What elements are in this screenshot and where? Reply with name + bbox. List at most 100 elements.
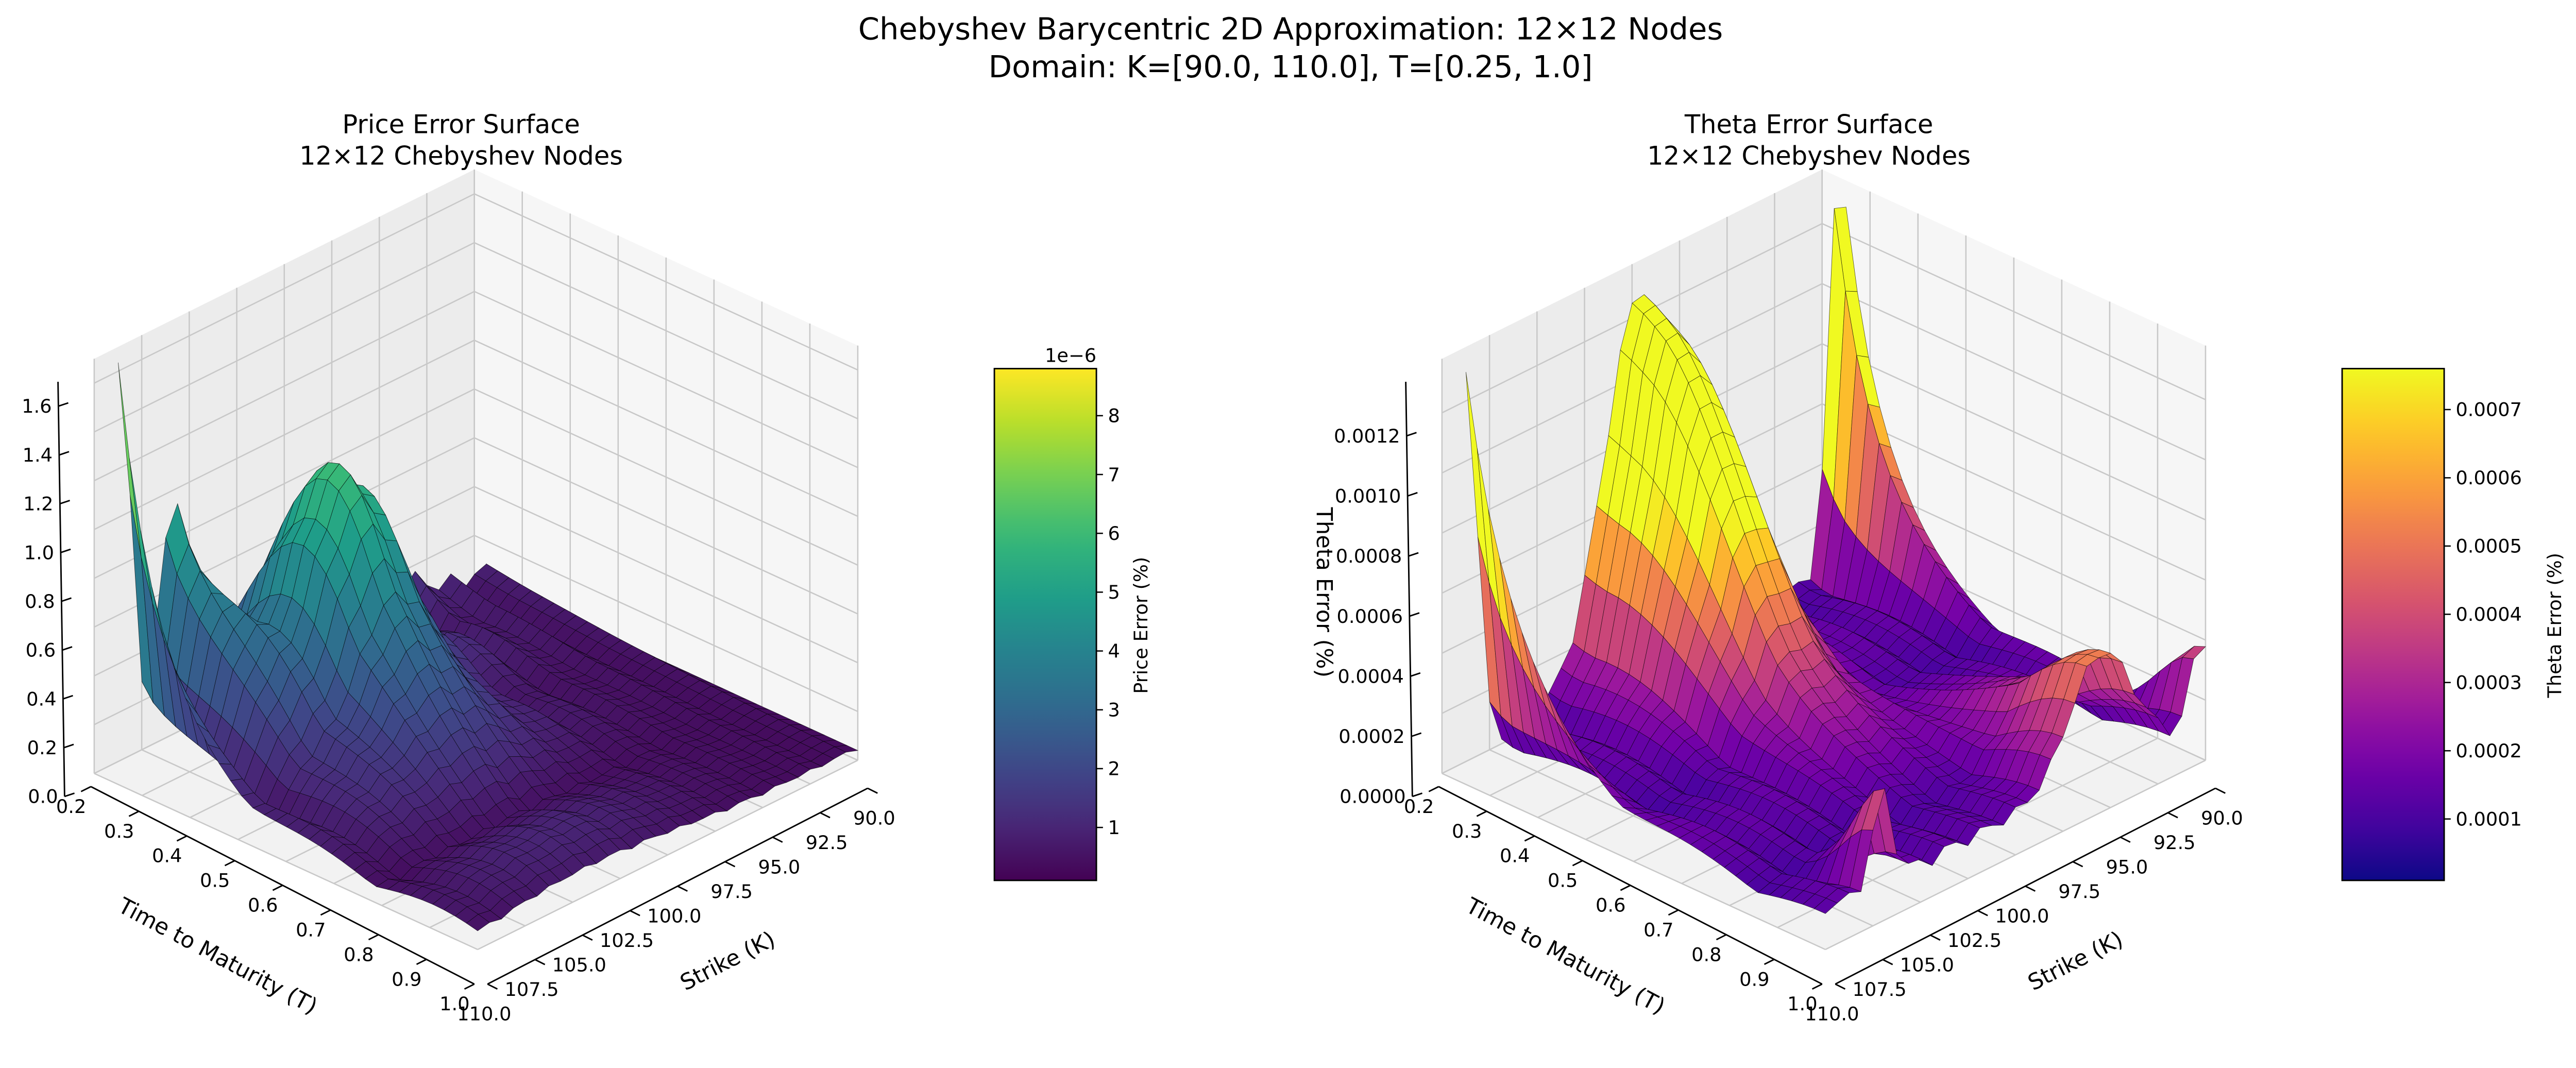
y-tick-label: 105.0 bbox=[1900, 954, 1954, 976]
x-tick-mark bbox=[176, 835, 188, 842]
z-tick-mark bbox=[1411, 732, 1422, 737]
z-tick-mark bbox=[1407, 491, 1418, 497]
x-tick-label: 0.9 bbox=[392, 968, 421, 990]
colorbar bbox=[2341, 368, 2445, 881]
grid-line bbox=[474, 291, 858, 468]
x-tick-label: 0.6 bbox=[1596, 894, 1625, 917]
y-tick-mark bbox=[1930, 934, 1941, 941]
grid-line bbox=[474, 437, 858, 615]
y-tick-mark bbox=[867, 787, 878, 794]
colorbar bbox=[993, 368, 1097, 881]
price-error-subplot: Price Error Surface 12×12 Chebyshev Node… bbox=[22, 110, 1152, 1025]
theta-error-subplot: Theta Error Surface 12×12 Chebyshev Node… bbox=[1311, 110, 2566, 1025]
x-tick-mark bbox=[368, 934, 379, 941]
z-tick-mark bbox=[1409, 612, 1420, 617]
x-tick-mark bbox=[464, 983, 475, 990]
colorbar-label: Theta Error (%) bbox=[2544, 553, 2566, 699]
z-tick-label: 0.0012 bbox=[1334, 425, 1400, 447]
colorbar-tick-label: 5 bbox=[1108, 581, 1120, 603]
grid-line bbox=[474, 242, 858, 419]
z-tick-label: 0.8 bbox=[25, 590, 55, 613]
x-tick-mark bbox=[1716, 934, 1727, 941]
x-tick-mark bbox=[1811, 983, 1823, 990]
grid-line bbox=[94, 340, 475, 530]
x-tick-label: 0.8 bbox=[1691, 943, 1721, 965]
z-tick-mark bbox=[58, 402, 69, 407]
grid-line bbox=[1822, 223, 2206, 400]
z-tick-mark bbox=[1408, 552, 1419, 557]
z-axis-label: Theta Error (%) bbox=[1311, 507, 1337, 678]
z-tick-label: 0.0000 bbox=[1340, 786, 1405, 808]
z-tick-mark bbox=[59, 500, 70, 505]
z-axis-line bbox=[1405, 382, 1413, 796]
x-tick-label: 0.4 bbox=[1500, 845, 1530, 867]
grid-line bbox=[94, 242, 475, 433]
y-tick-label: 100.0 bbox=[1995, 905, 2049, 927]
colorbar-tick-label: 7 bbox=[1108, 464, 1120, 486]
z-tick-mark bbox=[61, 597, 72, 602]
z-tick-label: 0.4 bbox=[26, 688, 56, 710]
y-tick-mark bbox=[2167, 812, 2178, 819]
colorbar-tick-label: 0.0005 bbox=[2455, 535, 2521, 557]
x-tick-mark bbox=[1668, 909, 1679, 916]
x-tick-label: 0.7 bbox=[1643, 919, 1673, 941]
surface-facet bbox=[1814, 897, 1838, 914]
x-tick-mark bbox=[1572, 860, 1583, 867]
x-tick-label: 0.3 bbox=[1452, 820, 1482, 842]
colorbar-tick-label: 0.0006 bbox=[2455, 467, 2521, 489]
z-tick-label: 0.0010 bbox=[1335, 485, 1401, 507]
x-tick-mark bbox=[1620, 885, 1631, 891]
x-tick-label: 0.9 bbox=[1739, 968, 1769, 990]
colorbar-tick-label: 0.0007 bbox=[2455, 399, 2521, 421]
colorbar-tick-label: 0.0002 bbox=[2455, 740, 2521, 762]
y-tick-label: 92.5 bbox=[806, 832, 848, 854]
y-tick-label: 105.0 bbox=[552, 954, 606, 976]
x-tick-mark bbox=[128, 810, 140, 817]
y-tick-label: 100.0 bbox=[647, 905, 701, 927]
z-tick-mark bbox=[63, 743, 74, 749]
z-tick-label: 0.0004 bbox=[1337, 665, 1403, 687]
x-tick-label: 0.6 bbox=[248, 894, 278, 917]
z-tick-mark bbox=[62, 646, 73, 651]
grid-line bbox=[94, 291, 475, 482]
y-tick-mark bbox=[2072, 861, 2083, 868]
y-tick-mark bbox=[820, 812, 831, 819]
y-tick-label: 90.0 bbox=[2201, 807, 2243, 829]
y-tick-mark bbox=[2215, 787, 2226, 794]
subplot-title-line1: Theta Error Surface bbox=[1684, 110, 1934, 140]
grid-line bbox=[1825, 759, 2206, 951]
z-tick-label: 1.0 bbox=[24, 541, 54, 564]
x-axis-label: Time to Maturity (T) bbox=[1461, 893, 1669, 1020]
grid-line bbox=[1822, 343, 2206, 521]
x-tick-mark bbox=[416, 958, 427, 965]
x-tick-mark bbox=[320, 909, 331, 916]
colorbar-tick-label: 0.0003 bbox=[2455, 672, 2521, 694]
x-tick-label: 0.5 bbox=[200, 870, 230, 892]
z-tick-label: 0.0008 bbox=[1336, 545, 1402, 567]
y-tick-mark bbox=[772, 836, 783, 843]
subplot-title-line2: 12×12 Chebyshev Nodes bbox=[1647, 141, 1971, 171]
y-axis-label: Strike (K) bbox=[676, 926, 779, 996]
x-tick-label: 1.0 bbox=[439, 993, 469, 1015]
y-tick-label: 90.0 bbox=[853, 807, 895, 829]
z-tick-label: 0.6 bbox=[26, 639, 56, 662]
y-tick-label: 107.5 bbox=[1853, 978, 1907, 1001]
z-tick-label: 1.2 bbox=[23, 493, 53, 515]
z-axis-line bbox=[57, 382, 65, 796]
y-tick-mark bbox=[487, 983, 498, 990]
colorbar-tick-label: 6 bbox=[1108, 522, 1120, 545]
y-tick-label: 102.5 bbox=[600, 929, 654, 952]
z-tick-label: 0.0002 bbox=[1338, 725, 1404, 748]
z-tick-label: 1.6 bbox=[22, 395, 52, 417]
y-tick-label: 97.5 bbox=[710, 880, 753, 903]
y-axis-label: Strike (K) bbox=[2024, 926, 2127, 996]
x-tick-label: 0.7 bbox=[296, 919, 326, 941]
y-tick-mark bbox=[582, 934, 593, 941]
y-tick-label: 102.5 bbox=[1947, 929, 2002, 952]
y-tick-label: 110.0 bbox=[1805, 1003, 1859, 1025]
subplot-title-line1: Price Error Surface bbox=[342, 110, 580, 140]
grid-line bbox=[474, 388, 858, 566]
x-tick-label: 1.0 bbox=[1787, 993, 1817, 1015]
colorbar-tick-label: 4 bbox=[1108, 640, 1120, 662]
